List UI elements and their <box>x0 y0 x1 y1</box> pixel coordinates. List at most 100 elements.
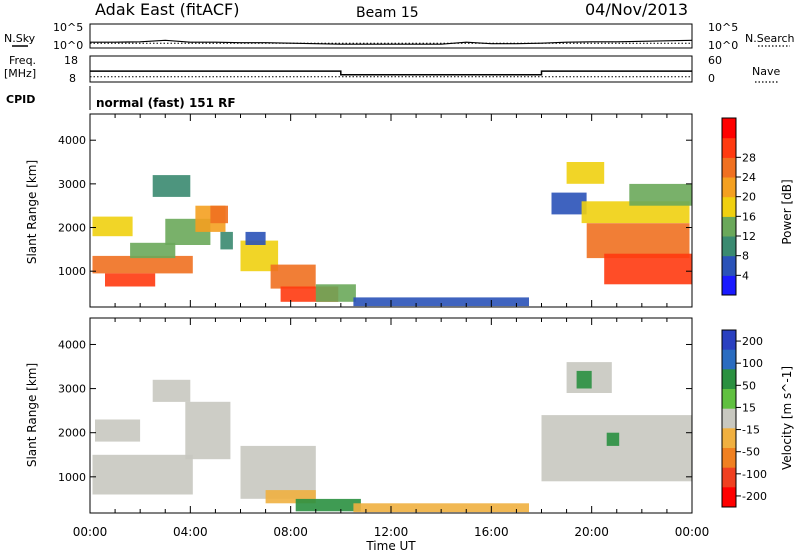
nave-tick-lo: 0 <box>708 72 715 85</box>
freq-tick-hi: 18 <box>64 54 78 67</box>
colorbar-tick-label: -15 <box>742 424 760 437</box>
data-cell <box>130 242 176 259</box>
colorbar-tick-label: 4 <box>742 269 749 282</box>
data-cell <box>353 297 529 307</box>
data-cell <box>586 223 690 259</box>
data-cell <box>220 231 233 250</box>
velocity-x-ticks <box>89 318 693 513</box>
colorbar-tick-label: 24 <box>742 171 756 184</box>
time-tick-label: 16:00 <box>474 525 509 539</box>
x-axis-label: Time UT <box>365 539 416 553</box>
colorbar-swatch <box>722 275 736 296</box>
velocity-panel: 1000 2000 3000 4000 Slant Range [km] <box>25 317 693 514</box>
data-cell <box>270 264 316 289</box>
data-cell <box>92 216 133 237</box>
colorbar-tick-label: -200 <box>742 490 767 503</box>
y-tick-label: 3000 <box>58 383 86 396</box>
data-cell <box>566 162 605 184</box>
data-cell <box>629 183 692 206</box>
colorbar-swatch <box>722 369 736 390</box>
colorbar-swatch <box>722 216 736 237</box>
data-cell <box>606 432 620 446</box>
velocity-colorbar-label: Velocity [m s^-1] <box>780 366 794 470</box>
data-cell <box>105 273 156 287</box>
power-colorbar-frame <box>721 117 737 296</box>
power-colorbar: 4 8 12 16 20 24 28 Power [dB] <box>721 117 794 296</box>
data-cell <box>581 201 690 224</box>
noise-tick-lo: 10^0 <box>53 39 83 52</box>
velocity-colorbar-ticks: 200 100 50 15 -15 -50 -100 -200 <box>736 335 767 503</box>
time-tick-label: 12:00 <box>374 525 409 539</box>
noise-tick-hi: 10^5 <box>53 21 83 34</box>
date-label: 04/Nov/2013 <box>585 0 688 19</box>
time-tick-label: 00:00 <box>675 525 710 539</box>
data-cell <box>245 231 266 245</box>
colorbar-swatch <box>722 389 736 410</box>
power-y-ticks: 1000 2000 3000 4000 <box>58 134 692 278</box>
noise-panel-frame <box>89 23 693 49</box>
data-cell <box>541 415 692 482</box>
freq-label-line1: Freq. <box>9 54 36 67</box>
colorbar-tick-label: 20 <box>742 191 756 204</box>
data-cell <box>152 379 191 402</box>
noise-tick-hi-right: 10^5 <box>708 21 738 34</box>
data-cell <box>353 503 529 513</box>
y-tick-label: 4000 <box>58 338 86 351</box>
colorbar-swatch <box>722 467 736 488</box>
colorbar-tick-label: 16 <box>742 210 756 223</box>
colorbar-tick-label: -100 <box>742 468 767 481</box>
data-cell <box>576 370 592 389</box>
time-axis-labels: 00:00 04:00 08:00 12:00 16:00 20:00 00:00 <box>73 525 710 539</box>
colorbar-tick-label: 15 <box>742 401 756 414</box>
colorbar-tick-label: 8 <box>742 250 749 263</box>
time-tick-label: 04:00 <box>173 525 208 539</box>
colorbar-tick-label: 100 <box>742 357 763 370</box>
velocity-colorbar: 200 100 50 15 -15 -50 -100 -200 Velocity [m s^-… <box>721 329 794 508</box>
colorbar-swatch <box>722 118 736 139</box>
power-colorbar-ticks: 4 8 12 16 20 24 28 <box>736 151 756 282</box>
n-sky-series-line <box>90 39 693 45</box>
data-cell <box>92 454 193 495</box>
colorbar-swatch <box>722 408 736 429</box>
colorbar-swatch <box>722 196 736 217</box>
frequency-panel-frame <box>89 55 693 83</box>
noise-tick-lo-right: 10^0 <box>708 39 738 52</box>
data-cell <box>152 175 191 197</box>
freq-label-line2: [MHz] <box>4 67 36 80</box>
y-tick-label: 3000 <box>58 178 86 191</box>
data-cell <box>551 192 587 215</box>
data-cell <box>210 205 228 224</box>
y-tick-label: 2000 <box>58 222 86 235</box>
beam-label: Beam 15 <box>356 5 419 21</box>
colorbar-swatch <box>722 236 736 257</box>
data-cell <box>295 498 361 512</box>
power-y-axis-label: Slant Range [km] <box>25 160 39 264</box>
nave-tick-hi: 60 <box>708 54 722 67</box>
cpid-value: normal (fast) 151 RF <box>96 96 236 110</box>
power-colorbar-swatches <box>722 118 736 296</box>
n-sky-label: N.Sky <box>4 32 36 45</box>
colorbar-swatch <box>722 177 736 198</box>
y-tick-label: 4000 <box>58 134 86 147</box>
y-tick-label: 2000 <box>58 427 86 440</box>
colorbar-swatch <box>722 349 736 370</box>
colorbar-swatch <box>722 330 736 351</box>
data-cell <box>95 419 141 442</box>
power-cells <box>92 162 692 307</box>
velocity-y-ticks: 1000 2000 3000 4000 <box>58 338 692 484</box>
cpid-label: CPID <box>6 93 35 106</box>
data-cell <box>240 445 316 499</box>
n-search-label: N.Search <box>745 32 795 45</box>
power-panel: 1000 2000 3000 4000 Slant Range [km] <box>25 113 693 308</box>
y-tick-label: 1000 <box>58 265 86 278</box>
colorbar-tick-label: 12 <box>742 230 756 243</box>
velocity-colorbar-frame <box>721 329 737 508</box>
colorbar-tick-label: -50 <box>742 446 760 459</box>
colorbar-swatch <box>722 448 736 469</box>
colorbar-swatch <box>722 137 736 158</box>
colorbar-tick-label: 50 <box>742 379 756 392</box>
power-colorbar-label: Power [dB] <box>780 179 794 244</box>
time-tick-label: 08:00 <box>273 525 308 539</box>
colorbar-tick-label: 28 <box>742 151 756 164</box>
